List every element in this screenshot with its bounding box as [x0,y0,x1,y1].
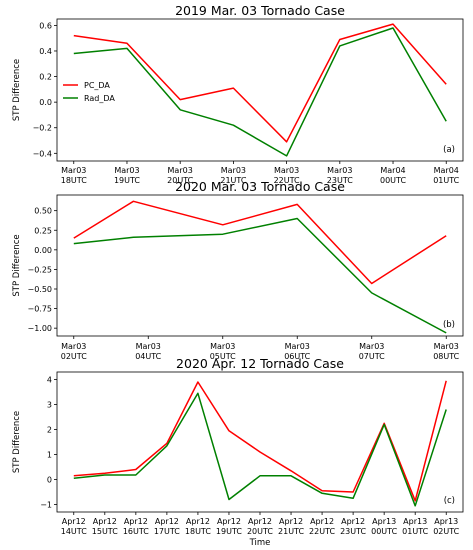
y-tick-label: 0 [47,476,52,485]
y-tick-label: 0.2 [39,73,52,82]
x-tick-label-date: Mar03 [114,166,139,175]
x-tick-label-time: 01UTC [433,176,459,185]
y-tick-label: −0.25 [27,265,52,274]
x-tick-label-time: 22UTC [309,527,335,536]
x-tick-label-date: Apr12 [310,517,334,526]
x-tick-label-time: 07UTC [359,352,385,361]
y-axis-label: STP Difference [12,59,22,121]
series-line-rad-da [73,27,447,157]
x-tick-label-date: Mar03 [136,342,161,351]
chart-title: 2020 Apr. 12 Tornado Case [176,356,344,371]
x-tick-label-date: Apr12 [341,517,365,526]
x-tick-label-time: 19UTC [216,527,242,536]
x-tick-label-date: Mar03 [359,342,384,351]
x-tick-label-time: 01UTC [402,527,428,536]
x-tick-label-time: 05UTC [210,352,236,361]
series-line-pc-da [73,23,447,143]
plot-frame [56,194,464,337]
x-tick-label-date: Mar04 [380,166,405,175]
y-tick-label: 3 [47,401,52,410]
x-tick-label-time: 20UTC [167,176,193,185]
x-tick-label-time: 21UTC [278,527,304,536]
x-tick-label-date: Apr12 [248,517,272,526]
x-tick-label-time: 22UTC [274,176,300,185]
x-tick-label-date: Apr12 [279,517,303,526]
x-tick-label-date: Mar03 [61,342,86,351]
plot-frame [56,18,464,162]
y-tick-label: 0.6 [39,21,52,30]
x-tick-label-date: Mar03 [285,342,310,351]
y-tick-label: −1 [40,501,52,510]
x-tick-label-date: Apr12 [93,517,117,526]
series-line-pc-da [73,200,447,285]
y-tick-label: 0.0 [39,98,52,107]
panel-label: (a) [443,145,455,155]
x-tick-label-time: 14UTC [61,527,87,536]
x-tick-label-date: Apr12 [124,517,148,526]
panel-label: (b) [443,320,455,330]
x-tick-label-time: 16UTC [123,527,149,536]
y-tick-label: 0.4 [39,47,52,56]
x-tick-label-time: 06UTC [284,352,310,361]
y-tick-label: 0.00 [34,246,52,255]
legend-label: Rad_DA [84,94,115,103]
legend-label: PC_DA [84,81,110,90]
x-tick-label-time: 15UTC [92,527,118,536]
series-line-rad-da [73,392,447,507]
y-tick-label: −0.2 [33,124,52,133]
x-axis-label: Time [249,538,271,548]
plot-frame [56,371,464,513]
y-tick-label: 0.50 [34,207,52,216]
y-tick-label: 4 [47,376,52,385]
x-tick-label-date: Apr13 [403,517,427,526]
x-tick-label-date: Mar03 [434,342,459,351]
x-tick-label-time: 20UTC [247,527,273,536]
x-tick-label-date: Mar03 [274,166,299,175]
y-tick-label: −0.50 [27,285,52,294]
y-tick-label: 1 [47,451,52,460]
x-tick-label-date: Apr12 [217,517,241,526]
chart-panel-2: 2020 Mar. 03 Tornado Case −1.00 −0.75 −0.50… [12,179,464,361]
x-tick-label-time: 17UTC [154,527,180,536]
chart-title: 2019 Mar. 03 Tornado Case [175,3,345,18]
chart-panel-3: 2020 Apr. 12 Tornado Case−101234Apr1214U… [12,356,464,548]
legend: PC_DA Rad_DA [63,81,115,103]
x-tick-label-date: Mar03 [210,342,235,351]
x-tick-label-date: Apr12 [62,517,86,526]
x-tick-label-date: Apr13 [372,517,396,526]
x-tick-label-time: 23UTC [327,176,353,185]
y-tick-label: 2 [47,426,52,435]
x-tick-label-time: 00UTC [371,527,397,536]
x-tick-label-time: 02UTC [433,527,459,536]
x-tick-label-date: Mar03 [61,166,86,175]
x-tick-label-time: 21UTC [220,176,246,185]
y-axis-label: STP Difference [12,234,22,296]
x-tick-label-date: Apr13 [434,517,458,526]
chart-panel-1: 2019 Mar. 03 Tornado Case −0.4 −0.2 0.0 0.2 0… [12,3,464,185]
x-tick-label-date: Mar03 [168,166,193,175]
x-tick-label-date: Mar03 [327,166,352,175]
x-tick-label-date: Mar03 [221,166,246,175]
x-tick-label-time: 08UTC [433,352,459,361]
y-tick-label: −0.4 [33,149,52,158]
series-line-pc-da [73,380,447,502]
x-tick-label-time: 00UTC [380,176,406,185]
panel-label: (c) [444,496,455,506]
x-tick-label-time: 23UTC [340,527,366,536]
y-axis-label: STP Difference [12,411,22,473]
y-tick-label: −0.75 [27,305,52,314]
x-tick-label-date: Apr12 [186,517,210,526]
x-tick-label-date: Apr12 [155,517,179,526]
x-tick-label-time: 18UTC [61,176,87,185]
x-tick-label-time: 19UTC [114,176,140,185]
x-tick-label-time: 18UTC [185,527,211,536]
x-tick-label-date: Mar04 [434,166,459,175]
y-tick-label: −1.00 [27,324,52,333]
series-line-rad-da [73,217,447,334]
x-tick-label-time: 04UTC [135,352,161,361]
chart-title: 2020 Mar. 03 Tornado Case [175,179,345,194]
x-tick-label-time: 02UTC [61,352,87,361]
y-tick-label: 0.25 [34,226,52,235]
